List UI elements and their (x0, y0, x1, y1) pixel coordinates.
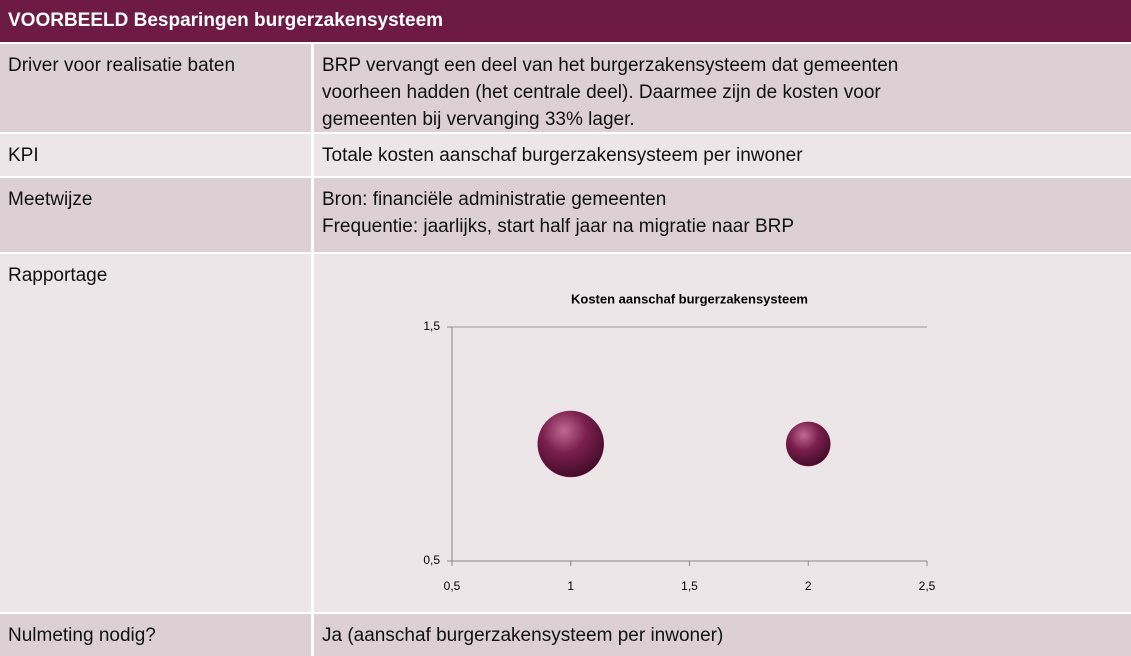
table-title: VOORBEELD Besparingen burgerzakensysteem (0, 0, 1131, 42)
row-value: Bron: financiële administratie gemeenten… (314, 178, 1131, 252)
row-label: KPI (0, 134, 311, 176)
value-line: voorheen hadden (het centrale deel). Daa… (322, 82, 881, 103)
value-line: Totale kosten aanschaf burgerzakensystee… (322, 145, 803, 166)
row-value: Ja (aanschaf burgerzakensysteem per inwo… (314, 614, 1131, 656)
value-line: BRP vervangt een deel van het burgerzake… (322, 55, 899, 76)
chart-title: Kosten aanschaf burgerzakensysteem (571, 291, 808, 306)
x-tick-label: 2,5 (919, 579, 936, 593)
x-tick-label: 2 (805, 579, 812, 593)
value-line: gemeenten bij vervanging 33% lager. (322, 109, 635, 130)
label-text: Meetwijze (8, 189, 93, 210)
bubble (537, 410, 604, 478)
x-tick-label: 0,5 (444, 579, 461, 593)
row-value: BRP vervangt een deel van het burgerzake… (314, 44, 1131, 132)
y-tick-label: 1,5 (423, 319, 440, 333)
label-text: Rapportage (8, 265, 108, 286)
x-tick-label: 1 (567, 579, 574, 593)
label-text: Nulmeting nodig? (8, 625, 156, 646)
row-label: Nulmeting nodig? (0, 614, 311, 656)
y-tick-label: 0,5 (423, 553, 440, 567)
value-line: Bron: financiële administratie gemeenten (322, 189, 667, 210)
value-line: Frequentie: jaarlijks, start half jaar n… (322, 216, 795, 237)
row-value: Totale kosten aanschaf burgerzakensystee… (314, 134, 1131, 176)
label-text: KPI (8, 145, 39, 166)
row-label: Meetwijze (0, 178, 311, 252)
x-tick-label: 1,5 (681, 579, 698, 593)
row-value (314, 254, 1131, 612)
value-line: Ja (aanschaf burgerzakensysteem per inwo… (322, 625, 724, 646)
row-label: Rapportage (0, 254, 311, 612)
row-label: Driver voor realisatie baten (0, 44, 311, 132)
label-text: Driver voor realisatie baten (8, 55, 236, 76)
bubble (785, 421, 831, 467)
